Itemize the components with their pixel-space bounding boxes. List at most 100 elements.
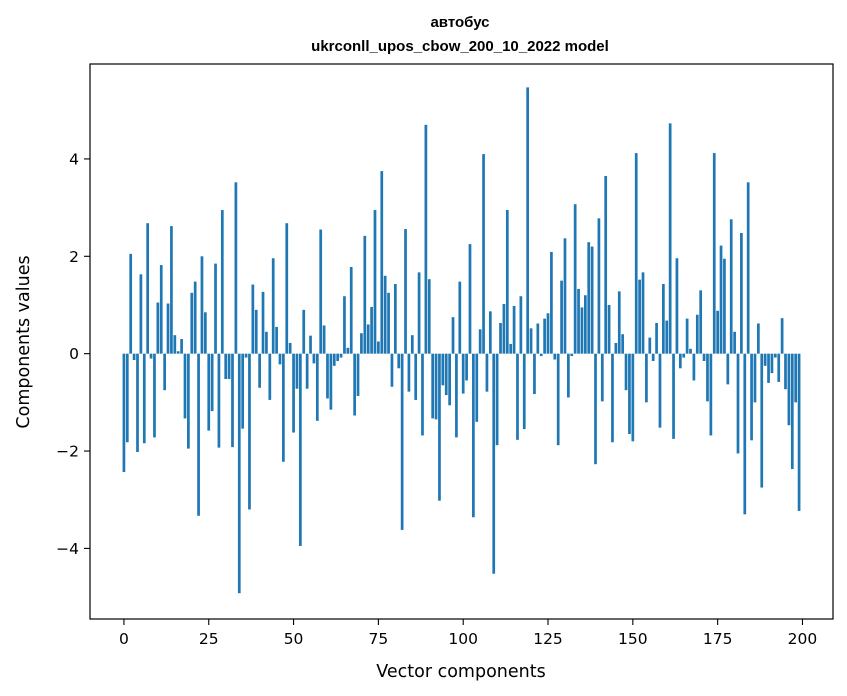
bar	[220, 210, 224, 354]
bar	[210, 353, 214, 412]
bar	[573, 204, 577, 354]
bar	[383, 275, 387, 354]
bar	[122, 353, 126, 472]
bar	[550, 251, 553, 354]
bar	[417, 272, 421, 354]
bar	[533, 353, 536, 395]
bar	[183, 353, 187, 419]
bar	[743, 353, 747, 515]
bar	[448, 353, 451, 406]
bar	[302, 309, 306, 354]
bar	[760, 353, 764, 488]
bar	[265, 331, 268, 354]
bar	[251, 284, 255, 354]
bar	[241, 353, 245, 429]
bar	[502, 304, 506, 354]
bar	[461, 353, 465, 394]
bar	[577, 288, 580, 354]
bar	[190, 292, 194, 354]
bar	[536, 323, 540, 354]
bar	[648, 337, 652, 354]
bar	[733, 331, 736, 354]
bar	[217, 353, 221, 448]
bar	[180, 339, 183, 354]
bar	[499, 323, 502, 354]
bar	[631, 353, 635, 442]
x-tick-label: 25	[199, 630, 219, 648]
bar	[655, 323, 658, 354]
bar	[712, 153, 716, 354]
bar	[203, 312, 207, 354]
x-tick-label: 150	[618, 630, 648, 648]
bar	[706, 353, 709, 402]
chart-subtitle: ukrconll_upos_cbow_200_10_2022 model	[311, 38, 609, 55]
bar	[271, 258, 275, 354]
bar	[298, 353, 302, 546]
bar	[397, 353, 401, 369]
bar	[719, 245, 723, 354]
bar	[472, 353, 475, 518]
bar	[516, 353, 519, 440]
bar	[373, 210, 377, 354]
bar	[227, 353, 231, 379]
y-tick-label: −2	[56, 443, 79, 461]
y-axis-ticks: −4 −2 0 2 4	[56, 150, 90, 558]
bar	[560, 280, 563, 354]
bar	[702, 353, 706, 361]
bar	[153, 353, 156, 438]
x-axis-label: Vector components	[376, 662, 545, 682]
bar	[763, 353, 767, 366]
bar	[414, 353, 418, 400]
bar	[268, 353, 272, 400]
bar	[214, 263, 217, 354]
bar	[488, 311, 492, 354]
bar	[170, 226, 173, 354]
x-tick-label: 125	[533, 630, 563, 648]
bar	[132, 353, 136, 360]
bar	[149, 353, 153, 359]
bar	[668, 123, 672, 354]
y-tick-label: 2	[69, 248, 79, 266]
bar	[543, 318, 546, 354]
bar	[665, 320, 669, 354]
bar	[594, 353, 597, 465]
bar	[563, 238, 567, 354]
bar	[424, 124, 428, 354]
bar	[600, 353, 604, 402]
bar	[590, 246, 594, 354]
bar	[580, 307, 584, 354]
x-tick-label: 50	[284, 630, 304, 648]
bar	[780, 318, 784, 354]
bar	[176, 351, 180, 354]
bar	[410, 335, 414, 354]
bar	[400, 353, 404, 530]
bar	[349, 267, 353, 354]
bar	[319, 229, 323, 354]
bar	[292, 353, 295, 433]
bar	[784, 353, 787, 390]
bar	[539, 353, 543, 357]
bar	[455, 353, 458, 438]
bar	[634, 153, 638, 354]
bar	[519, 296, 523, 354]
bar	[380, 171, 384, 354]
bar	[166, 303, 170, 354]
bar	[509, 343, 513, 354]
bar	[485, 353, 489, 392]
bar	[336, 353, 340, 361]
bar	[377, 341, 380, 354]
bar	[614, 342, 618, 354]
bar	[794, 353, 798, 403]
bar	[692, 353, 696, 381]
bar	[441, 353, 445, 386]
bar	[526, 87, 530, 354]
bar	[482, 154, 485, 354]
bar	[753, 353, 757, 403]
bar	[736, 353, 740, 454]
x-tick-label: 0	[119, 630, 129, 648]
bar	[458, 281, 462, 354]
bar	[309, 335, 312, 354]
bar	[651, 353, 655, 361]
bar	[611, 353, 614, 443]
